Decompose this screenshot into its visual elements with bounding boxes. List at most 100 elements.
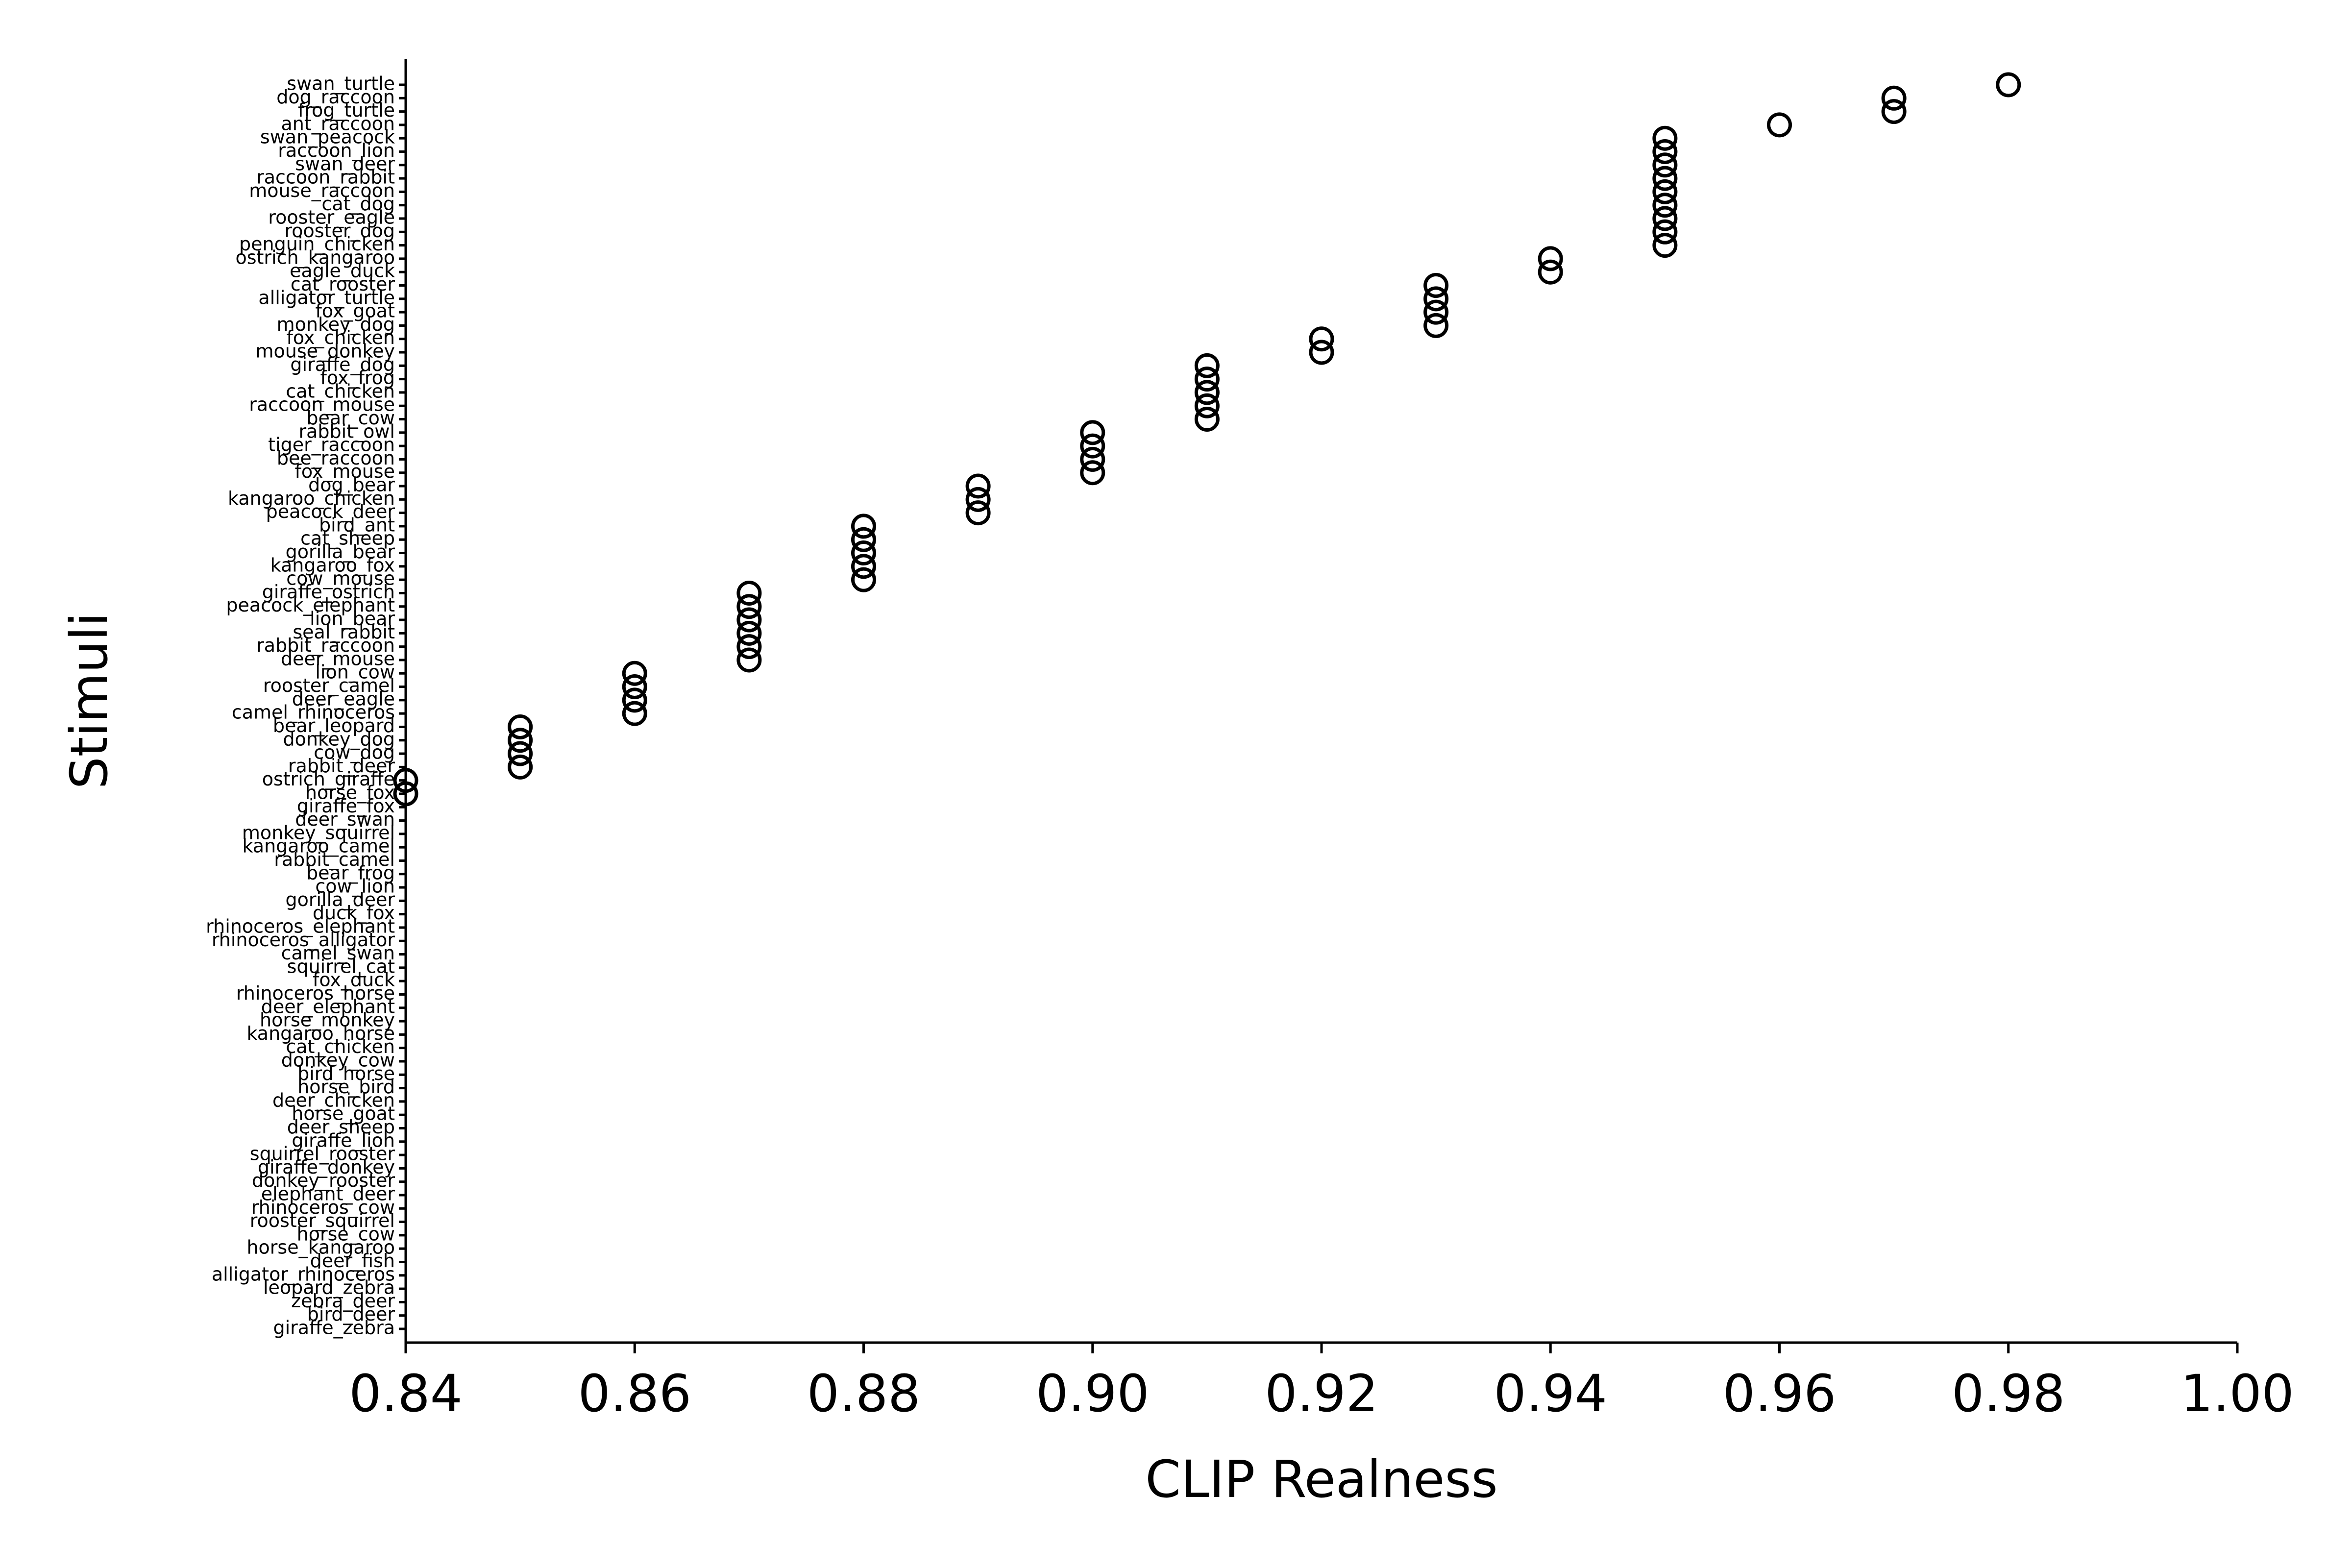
x-tick-label: 0.90: [1036, 1364, 1150, 1423]
data-point-cat-chicken: [1194, 380, 1220, 405]
y-tick-label: deer_eagle: [292, 688, 395, 710]
y-tick-label: rabbit_camel: [274, 849, 395, 870]
y-tick-label: lion_cow: [315, 662, 395, 683]
x-tick-label: 1.00: [2180, 1364, 2294, 1423]
y-tick-label: cat_chicken: [286, 1036, 395, 1057]
y-tick-label: ostrich_kangaroo: [235, 246, 395, 268]
y-tick-label: frog_turtle: [298, 99, 395, 121]
y-tick-label: giraffe_ostrich: [262, 581, 395, 603]
data-point-mouse-raccoon: [1652, 179, 1678, 204]
data-point-bee-raccoon: [1080, 446, 1105, 472]
data-point-raccoon-lion: [1652, 139, 1678, 165]
data-point-rooster-dog: [1652, 219, 1678, 245]
y-tick-label: fox_duck: [313, 969, 395, 991]
y-tick-label: cat_chicken: [286, 380, 395, 402]
data-point-cat-dog: [1652, 193, 1678, 218]
data-point-dog-bear: [965, 473, 991, 499]
y-tick-label: cat_sheep: [300, 528, 395, 549]
y-tick-label: mouse_donkey: [256, 341, 395, 362]
data-point-cow-dog: [508, 741, 533, 766]
data-point-mouse-donkey: [1309, 340, 1334, 365]
data-point-fox-goat: [1423, 299, 1449, 325]
y-tick-label: rooster_camel: [263, 675, 395, 696]
y-tick-label: bear_frog: [306, 862, 395, 883]
data-point-eagle-duck: [1538, 259, 1563, 285]
data-point-cow-mouse: [851, 567, 876, 592]
x-tick-label: 0.98: [1952, 1364, 2065, 1423]
y-tick-label: deer_swan: [295, 808, 395, 830]
data-point-dog-raccoon: [1881, 85, 1907, 111]
y-tick-label: cow_lion: [315, 876, 395, 897]
y-tick-label: swan_turtle: [287, 73, 395, 95]
y-tick-label: tiger_raccoon: [268, 434, 395, 456]
y-tick-label: deer_sheep: [287, 1116, 395, 1138]
y-tick-label: fox_frog: [320, 367, 395, 389]
y-tick-label: bird_horse: [297, 1063, 395, 1084]
data-point-bear-leopard: [508, 714, 533, 739]
y-tick-label: dog_bear: [308, 474, 395, 496]
data-point-tiger-raccoon: [1080, 433, 1105, 459]
y-tick-label: rabbit_raccoon: [256, 635, 395, 656]
data-point-swan-turtle: [1996, 72, 2021, 98]
x-tick-label: 0.92: [1265, 1364, 1378, 1423]
data-point-deer-mouse: [736, 647, 762, 673]
data-point-cat-sheep: [851, 527, 876, 552]
y-tick-label: giraffe_dog: [290, 354, 395, 375]
y-tick-label: rooster_dog: [285, 220, 395, 242]
y-tick-label: rhinoceros_horse: [236, 982, 395, 1004]
data-point-donkey-dog: [508, 728, 533, 753]
y-tick-label: horse_monkey: [260, 1009, 395, 1031]
y-tick-label: raccoon_mouse: [249, 394, 395, 416]
data-point-frog-turtle: [1881, 99, 1907, 124]
data-point-gorilla-bear: [851, 540, 876, 566]
y-tick-label: mouse_raccoon: [249, 180, 395, 201]
data-point-seal-rabbit: [736, 620, 762, 646]
data-points: [393, 72, 2021, 807]
y-tick-label: elephant_deer: [261, 1183, 395, 1204]
y-tick-label: cat_dog: [321, 193, 395, 215]
y-tick-label: giraffe_lion: [292, 1129, 395, 1151]
y-tick-label: giraffe_zebra: [273, 1317, 395, 1339]
data-point-kangaroo-fox: [851, 554, 876, 579]
data-point-monkey-dog: [1423, 313, 1449, 338]
y-tick-label: gorilla_deer: [286, 889, 395, 910]
y-tick-label: duck_fox: [313, 902, 395, 924]
y-tick-label: bear_cow: [306, 407, 395, 429]
y-tick-label: cat_rooster: [291, 273, 395, 295]
y-tick-label: cow_dog: [314, 742, 395, 763]
y-tick-label: ant_raccoon: [281, 113, 395, 134]
y-tick-label: squirrel_cat: [287, 956, 395, 977]
y-tick-label: rhinoceros_cow: [251, 1197, 395, 1218]
y-tick-label: horse_cow: [297, 1223, 395, 1245]
data-point-rabbit-raccoon: [736, 634, 762, 660]
data-point-peacock-elephant: [736, 594, 762, 619]
data-point-cat-rooster: [1423, 273, 1449, 298]
data-point-swan-deer: [1652, 152, 1678, 178]
data-point-lion-cow: [622, 661, 647, 686]
y-tick-label: dog_raccoon: [276, 86, 395, 108]
y-tick-label: horse_goat: [292, 1103, 395, 1125]
y-tick-label: alligator_turtle: [258, 287, 395, 308]
y-tick-label: lion_bear: [310, 608, 395, 630]
y-tick-label: bird_deer: [307, 1303, 395, 1325]
y-tick-label: penguin_chicken: [239, 233, 395, 255]
y-axis-label: Stimuli: [59, 612, 119, 789]
y-tick-label: deer_chicken: [272, 1089, 395, 1111]
y-tick-label: giraffe_donkey: [258, 1156, 395, 1178]
data-point-fox-mouse: [1080, 460, 1105, 486]
y-tick-label: deer_fish: [310, 1250, 395, 1272]
y-tick-label: swan_peacock: [260, 126, 395, 148]
y-tick-label: monkey_dog: [277, 314, 395, 335]
data-point-giraffe-dog: [1194, 353, 1220, 378]
data-point-ostrich-kangaroo: [1538, 246, 1563, 271]
y-tick-label: fox_goat: [315, 300, 395, 322]
x-ticks: 0.84 0.86 0.88 0.90 0.92 0.94 0.96 0.98 1.00: [349, 1343, 2294, 1423]
data-point-swan-peacock: [1652, 125, 1678, 151]
y-tick-label: horse_fox: [305, 782, 395, 803]
data-point-bear-cow: [1194, 407, 1220, 432]
data-point-rooster-camel: [622, 674, 647, 700]
x-tick-label: 0.96: [1723, 1364, 1837, 1423]
y-tick-label: rhinoceros_alligator: [212, 929, 395, 951]
data-point-deer-eagle: [622, 687, 647, 713]
